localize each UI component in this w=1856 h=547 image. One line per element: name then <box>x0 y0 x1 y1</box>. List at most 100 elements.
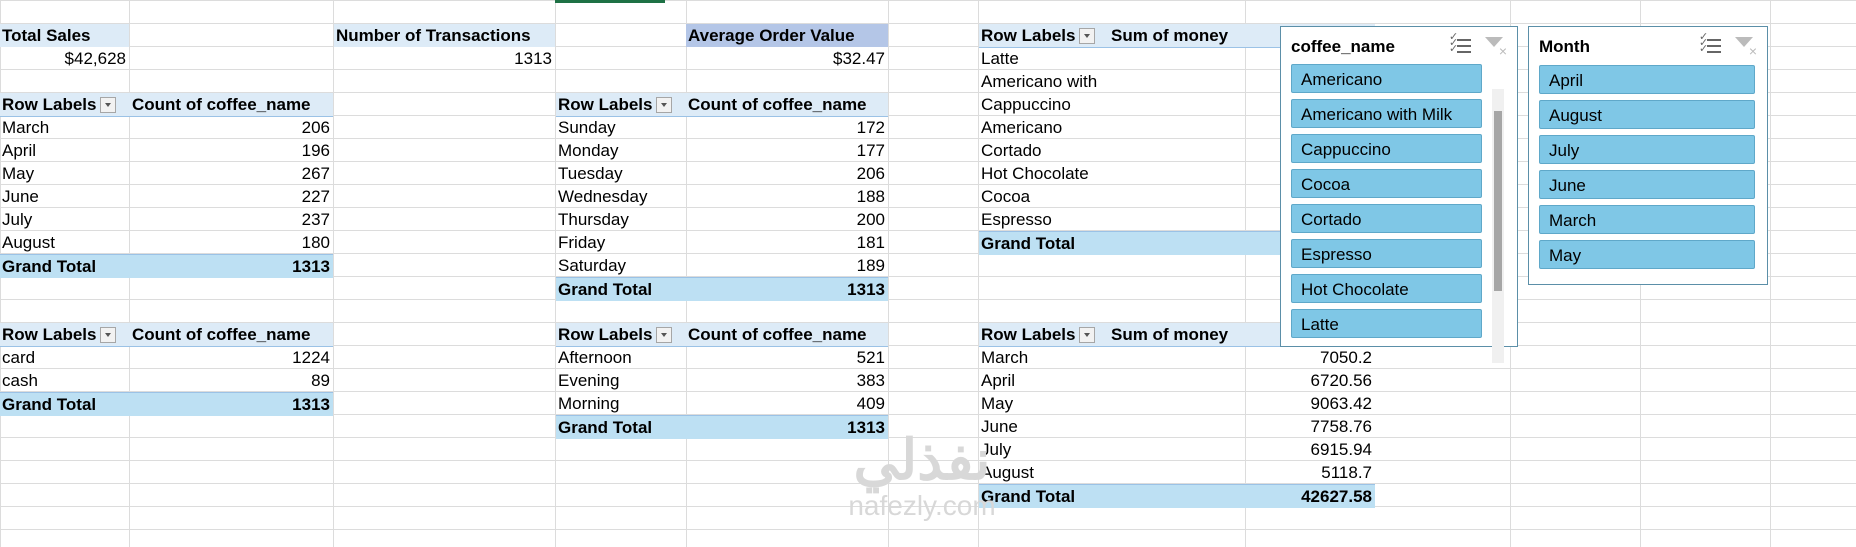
cell-label[interactable]: April <box>0 139 130 162</box>
cell-value[interactable]: 9063.42 <box>1310 394 1372 413</box>
cell-label[interactable]: June <box>0 185 130 208</box>
slicer-scrollbar[interactable] <box>1492 89 1504 363</box>
table-row[interactable]: May 9063.42 <box>979 392 1375 415</box>
table-row[interactable]: July 6915.94 <box>979 438 1375 461</box>
cell-value[interactable]: 180 <box>301 233 330 252</box>
slicer-item[interactable]: August <box>1539 100 1755 129</box>
slicer-item[interactable]: Cortado <box>1291 204 1482 233</box>
table-row[interactable]: Tuesday 206 <box>556 162 888 185</box>
table-row[interactable]: card 1224 <box>0 346 333 369</box>
table-row[interactable]: Sunday 172 <box>556 116 888 139</box>
cell-label[interactable]: Hot Chocolate <box>979 162 1109 185</box>
pivot-total-row[interactable]: Grand Total 1313 <box>556 277 888 301</box>
cell-label[interactable]: August <box>979 461 1109 484</box>
cell-value[interactable]: 206 <box>301 118 330 137</box>
table-row[interactable]: Friday 181 <box>556 231 888 254</box>
cell-value[interactable]: 42627.58 <box>1301 487 1372 506</box>
table-row[interactable]: Afternoon 521 <box>556 346 888 369</box>
slicer-item[interactable]: Latte <box>1291 309 1482 338</box>
pivot-total-row[interactable]: Grand Total 42627.58 <box>979 484 1375 508</box>
kpi-transactions-label[interactable]: Number of Transactions <box>334 24 555 47</box>
cell-label[interactable]: Wednesday <box>556 185 686 208</box>
cell-value[interactable]: 5118.7 <box>1321 463 1372 482</box>
table-row[interactable]: Saturday 189 <box>556 254 888 277</box>
cell-label[interactable]: Grand Total <box>0 393 130 416</box>
table-row[interactable]: Monday 177 <box>556 139 888 162</box>
cell-label[interactable]: card <box>0 346 130 369</box>
slicer-item[interactable]: Cappuccino <box>1291 134 1482 163</box>
cell-label[interactable]: August <box>0 231 130 254</box>
cell-label[interactable]: Grand Total <box>0 255 130 278</box>
cell-label[interactable]: July <box>0 208 130 231</box>
cell-value[interactable]: 1313 <box>292 257 330 276</box>
cell-label[interactable]: Cocoa <box>979 185 1109 208</box>
cell-value[interactable]: 1313 <box>292 395 330 414</box>
pivot-header-value[interactable]: Count of coffee_name <box>688 325 867 344</box>
table-row[interactable]: cash 89 <box>0 369 333 392</box>
table-row[interactable]: Thursday 200 <box>556 208 888 231</box>
cell-value[interactable]: 196 <box>301 141 330 160</box>
cell-value[interactable]: 89 <box>311 371 330 390</box>
cell-value[interactable]: 1313 <box>847 418 885 437</box>
slicer-item[interactable]: Hot Chocolate <box>1291 274 1482 303</box>
slicer-item[interactable]: June <box>1539 170 1755 199</box>
cell-label[interactable]: July <box>979 438 1109 461</box>
cell-label[interactable]: Saturday <box>556 254 686 277</box>
pivot-header-row[interactable]: Row Labels Count of coffee_name <box>556 93 888 117</box>
filter-dropdown-icon[interactable] <box>1079 326 1096 343</box>
kpi-avg-order-value[interactable]: $32.47 <box>833 49 885 68</box>
kpi-avg-order-label[interactable]: Average Order Value <box>686 24 888 47</box>
cell-value[interactable]: 227 <box>301 187 330 206</box>
table-row[interactable]: March 7050.2 <box>979 346 1375 369</box>
cell-label[interactable]: Friday <box>556 231 686 254</box>
pivot-header-value[interactable]: Count of coffee_name <box>132 95 311 114</box>
slicer-item[interactable]: Cocoa <box>1291 169 1482 198</box>
slicer-item[interactable]: July <box>1539 135 1755 164</box>
cell-label[interactable]: Row Labels <box>979 323 1109 346</box>
table-row[interactable]: May 267 <box>0 162 333 185</box>
cell-label[interactable]: Tuesday <box>556 162 686 185</box>
kpi-total-sales-label[interactable]: Total Sales <box>0 24 129 47</box>
clear-filter-icon[interactable] <box>1735 35 1757 59</box>
pivot-total-row[interactable]: Grand Total 1313 <box>0 254 333 278</box>
filter-dropdown-icon[interactable] <box>100 326 117 343</box>
cell-label[interactable]: June <box>979 415 1109 438</box>
clear-filter-icon[interactable] <box>1485 35 1507 59</box>
pivot-header-row[interactable]: Row Labels Count of coffee_name <box>556 323 888 347</box>
cell-label[interactable]: Grand Total <box>556 278 686 301</box>
cell-label[interactable]: May <box>979 392 1109 415</box>
table-row[interactable]: March 206 <box>0 116 333 139</box>
table-row[interactable]: Evening 383 <box>556 369 888 392</box>
cell-value[interactable]: 177 <box>856 141 885 160</box>
cell-value[interactable]: 1224 <box>292 348 330 367</box>
cell-label[interactable]: Grand Total <box>556 416 686 439</box>
cell-value[interactable]: 237 <box>301 210 330 229</box>
slicer-scroll-thumb[interactable] <box>1494 111 1502 291</box>
cell-label[interactable]: Morning <box>556 392 686 415</box>
cell-value[interactable]: 409 <box>856 394 885 413</box>
cell-label[interactable]: Row Labels <box>0 323 130 346</box>
kpi-transactions-value[interactable]: 1313 <box>514 49 552 68</box>
cell-value[interactable]: 172 <box>856 118 885 137</box>
pivot-total-row[interactable]: Grand Total 1313 <box>0 392 333 416</box>
slicer-item[interactable]: Espresso <box>1291 239 1482 268</box>
pivot-header-value[interactable]: Count of coffee_name <box>132 325 311 344</box>
filter-dropdown-icon[interactable] <box>656 326 673 343</box>
slicer-item[interactable]: April <box>1539 65 1755 94</box>
table-row[interactable]: June 227 <box>0 185 333 208</box>
cell-value[interactable]: 200 <box>856 210 885 229</box>
cell-value[interactable]: 7050.2 <box>1320 348 1372 367</box>
cell-label[interactable]: Cortado <box>979 139 1109 162</box>
multi-select-icon[interactable] <box>1449 33 1471 55</box>
table-row[interactable]: April 6720.56 <box>979 369 1375 392</box>
slicer-month[interactable]: Month April August July June March May <box>1528 26 1768 285</box>
pivot-total-row[interactable]: Grand Total 1313 <box>556 415 888 439</box>
table-row[interactable]: June 7758.76 <box>979 415 1375 438</box>
cell-label[interactable]: Grand Total <box>979 485 1109 508</box>
pivot-header-row[interactable]: Row Labels Count of coffee_name <box>0 323 333 347</box>
cell-label[interactable]: Row Labels <box>979 24 1109 47</box>
cell-label[interactable]: May <box>0 162 130 185</box>
cell-value[interactable]: 383 <box>856 371 885 390</box>
slicer-item[interactable]: Americano <box>1291 64 1482 93</box>
cell-value[interactable]: 6720.56 <box>1310 371 1372 390</box>
